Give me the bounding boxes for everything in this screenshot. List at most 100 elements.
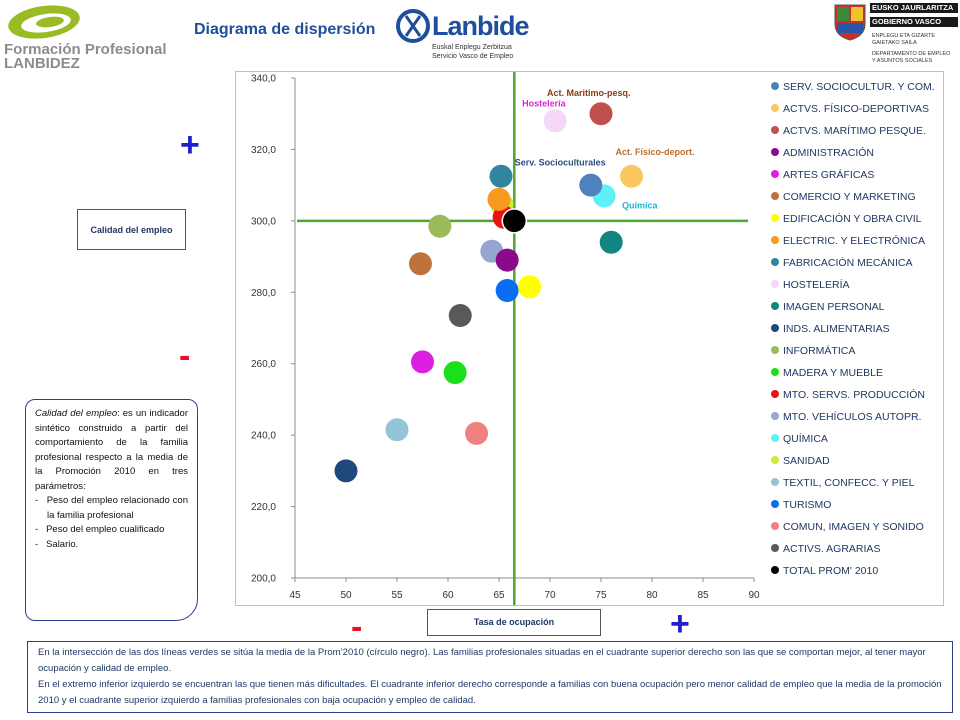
legend-entry: QUÍMICA bbox=[783, 432, 828, 445]
gobierno-vasco-shield-icon bbox=[834, 4, 866, 41]
data-point bbox=[579, 173, 603, 197]
legend-marker bbox=[771, 214, 779, 222]
x-tick-label: 90 bbox=[748, 590, 760, 601]
legend-marker bbox=[771, 566, 779, 574]
legend-marker bbox=[771, 390, 779, 398]
data-point bbox=[543, 109, 567, 133]
legend-entry: ARTES GRÁFICAS bbox=[783, 168, 874, 181]
page-title: Diagrama de dispersión bbox=[194, 21, 376, 38]
data-point bbox=[385, 418, 409, 442]
data-point bbox=[518, 275, 542, 299]
legend-entry: MTO. VEHÍCULOS AUTOPR. bbox=[783, 410, 921, 423]
data-point bbox=[495, 279, 519, 302]
legend-entry: TOTAL PROM' 2010 bbox=[783, 565, 878, 577]
gv-dept-eu-1: ENPLEGU ETA GIZARTE bbox=[872, 33, 936, 39]
legend-entry: COMERCIO Y MARKETING bbox=[783, 191, 916, 203]
x-tick-label: 70 bbox=[544, 590, 556, 601]
data-point bbox=[443, 361, 467, 385]
point-annotation: Act. Físico-deport. bbox=[616, 147, 695, 157]
logo-text-line1: Formación Profesional bbox=[4, 41, 167, 58]
data-point bbox=[448, 304, 472, 327]
legend-entry: MADERA Y MUEBLE bbox=[783, 367, 883, 379]
data-point bbox=[599, 230, 623, 254]
legend-marker bbox=[771, 522, 779, 530]
legend-marker bbox=[771, 456, 779, 464]
x-tick-label: 65 bbox=[493, 590, 505, 601]
definition-body: : es un indicador sintético construido a… bbox=[35, 408, 188, 492]
legend-marker bbox=[771, 412, 779, 420]
gv-band-eusko: EUSKO JAURLARITZA bbox=[870, 3, 958, 13]
legend-entry: ACTVS. MARÍTIMO PESQUE. bbox=[783, 124, 926, 137]
y-tick-label: 280,0 bbox=[251, 288, 276, 299]
lanbide-emblem-icon bbox=[396, 9, 430, 43]
legend-entry: TEXTIL, CONFECC. Y PIEL bbox=[783, 477, 915, 489]
x-tick-label: 45 bbox=[289, 590, 301, 601]
legend-marker bbox=[771, 434, 779, 442]
legend: SERV. SOCIOCULTUR. Y COM. ACTVS. FÍSICO-D… bbox=[771, 81, 935, 577]
legend-entry: SANIDAD bbox=[783, 455, 830, 467]
definition-text: Calidad del empleo: es un indicador sint… bbox=[35, 407, 188, 494]
legend-entry: INDS. ALIMENTARIAS bbox=[783, 323, 890, 335]
data-point bbox=[487, 187, 511, 211]
point-annotation: Química bbox=[622, 200, 659, 210]
legend-marker bbox=[771, 346, 779, 354]
legend-marker bbox=[771, 324, 779, 332]
data-point bbox=[465, 421, 489, 445]
x-tick-label: 55 bbox=[391, 590, 403, 601]
lanbide-wordmark: Lanbide bbox=[432, 11, 530, 41]
x-tick-label: 85 bbox=[697, 590, 709, 601]
gv-dept-eu-2: GAIETAKO SAILA bbox=[872, 40, 917, 46]
legend-entry: FABRICACIÓN MECÁNICA bbox=[783, 256, 913, 269]
x-tick-label: 75 bbox=[595, 590, 607, 601]
formacion-profesional-logo bbox=[8, 5, 80, 39]
data-point bbox=[428, 214, 452, 238]
definition-list: - Peso del empleo relacionado con la fam… bbox=[35, 494, 188, 552]
y-tick-label: 240,0 bbox=[251, 431, 276, 442]
legend-marker bbox=[771, 82, 779, 90]
sign-plus-top: + bbox=[180, 126, 200, 164]
legend-entry: EDIFICACIÓN Y OBRA CIVIL bbox=[783, 212, 922, 225]
note-paragraph-2: En el extremo inferior izquierdo se encu… bbox=[38, 679, 942, 706]
legend-marker bbox=[771, 126, 779, 134]
chart-frame bbox=[235, 71, 944, 606]
sign-minus-bottom: - bbox=[351, 608, 363, 646]
legend-entry: ACTIVS. AGRARIAS bbox=[783, 543, 880, 555]
point-annotation: Hostelería bbox=[522, 99, 567, 109]
definition-box: Calidad del empleo: es un indicador sint… bbox=[25, 399, 198, 621]
legend-entry: TURISMO bbox=[783, 499, 831, 511]
definition-item: - Peso del empleo relacionado con la fam… bbox=[35, 495, 188, 521]
y-tick-label: 260,0 bbox=[251, 359, 276, 370]
sign-plus-right: + bbox=[670, 605, 690, 643]
y-tick-label: 300,0 bbox=[251, 216, 276, 227]
data-point bbox=[408, 252, 432, 276]
data-point bbox=[620, 164, 644, 188]
gv-dept-es-1: DEPARTAMENTO DE EMPLEO bbox=[872, 51, 951, 57]
lanbide-subtitle-es: Servicio Vasco de Empleo bbox=[432, 53, 514, 60]
annotations: Act. Maritimo-pesq.Hostelería Act. Físico… bbox=[515, 88, 695, 211]
legend-marker bbox=[771, 104, 779, 112]
x-tick-label: 60 bbox=[442, 590, 454, 601]
logo-text-line2: LANBIDEZ bbox=[4, 55, 80, 72]
gv-band-gobierno: GOBIERNO VASCO bbox=[870, 17, 958, 27]
legend-entry: ADMINISTRACIÓN bbox=[783, 146, 874, 159]
legend-marker bbox=[771, 368, 779, 376]
legend-entry: SERV. SOCIOCULTUR. Y COM. bbox=[783, 81, 935, 93]
legend-marker bbox=[771, 170, 779, 178]
y-tick-label: 220,0 bbox=[251, 502, 276, 513]
data-point-total bbox=[501, 208, 528, 234]
legend-entry: HOSTELERÍA bbox=[783, 278, 850, 291]
legend-entry: COMUN, IMAGEN Y SONIDO bbox=[783, 521, 924, 533]
legend-marker bbox=[771, 544, 779, 552]
y-tick-label: 340,0 bbox=[251, 74, 276, 85]
x-axis-label: Tasa de ocupación bbox=[427, 609, 601, 636]
data-point bbox=[411, 350, 434, 374]
point-annotation: Act. Maritimo-pesq. bbox=[547, 88, 631, 98]
lanbide-subtitle-eu: Euskal Enplegu Zerbitzua bbox=[432, 44, 512, 51]
y-axis-label: Calidad del empleo bbox=[77, 209, 186, 250]
definition-item: - Salario. bbox=[35, 538, 79, 550]
y-tick-label: 320,0 bbox=[251, 145, 276, 156]
definition-term: Calidad del empleo bbox=[35, 408, 118, 419]
legend-entry: INFORMÁTICA bbox=[783, 344, 855, 357]
legend-marker bbox=[771, 192, 779, 200]
explanation-note: En la intersección de las dos líneas ver… bbox=[27, 641, 953, 713]
